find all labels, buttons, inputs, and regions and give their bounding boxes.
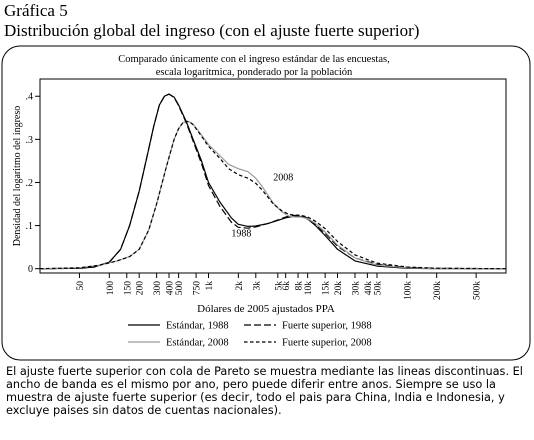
legend-label: Fuerte superior, 1988 — [282, 321, 372, 332]
x-tick-label: 8k — [295, 281, 305, 291]
y-tick-label: 0 — [28, 264, 33, 275]
figure-title: Distribución global del ingreso (con el … — [4, 21, 420, 40]
x-tick-label: 6k — [282, 281, 292, 291]
figure-caption: El ajuste fuerte superior con cola de Pa… — [6, 365, 523, 417]
x-tick-label: 5k — [274, 281, 284, 291]
x-tick-label: 750 — [193, 281, 203, 296]
legend-label: Fuerte superior, 2008 — [282, 338, 372, 349]
y-axis: 0 .1 .2 .3 .4 — [26, 92, 40, 275]
plot-frame — [39, 78, 507, 274]
x-tick-label: 500 — [175, 281, 185, 296]
income-distribution-chart: Comparado únicamente con el ingreso está… — [1, 45, 531, 361]
x-tick-label: 3k — [252, 281, 262, 291]
x-tick-label: 10k — [304, 281, 314, 296]
annotations: 2008 1988 — [231, 172, 293, 239]
x-tick-label: 50k — [373, 281, 383, 296]
chart-subtitle-line-2: escala logarítmica, ponderado por la pob… — [156, 67, 353, 78]
x-tick-label: 100k — [403, 281, 413, 300]
figure-heading: Gráfica 5 Distribución global del ingres… — [4, 1, 419, 41]
series-line-2 — [39, 93, 507, 270]
x-tick-label: 200 — [136, 281, 146, 296]
y-tick-label: .2 — [26, 178, 34, 189]
annotation-label: 2008 — [273, 172, 293, 183]
series-line-4 — [39, 120, 507, 270]
annotation-label: 1988 — [231, 228, 251, 239]
x-tick-label: 200k — [433, 281, 443, 300]
series-line-3 — [39, 120, 506, 270]
x-tick-label: 50 — [76, 281, 86, 291]
series-lines — [39, 93, 507, 270]
y-tick-label: .1 — [26, 221, 34, 232]
x-tick-label: 30k — [351, 281, 361, 296]
x-tick-label: 400 — [166, 281, 176, 296]
x-tick-label: 100 — [106, 281, 116, 296]
legend-label: Estándar, 1988 — [166, 321, 229, 332]
x-tick-label: 300 — [153, 281, 163, 296]
y-tick-label: .3 — [26, 135, 34, 146]
y-axis-label: Densidad del logaritmo del ingreso — [12, 106, 23, 247]
x-tick-label: 15k — [322, 281, 332, 296]
x-tick-label: 500k — [473, 281, 483, 300]
chart-legend: Estándar, 1988 Estándar, 2008 Fuerte super… — [128, 321, 372, 349]
x-tick-label: 2k — [235, 281, 245, 291]
figure-frame — [1, 45, 531, 361]
x-tick-label: 20k — [334, 281, 344, 296]
x-tick-label: 1k — [205, 281, 215, 291]
figure-label: Gráfica 5 — [4, 1, 68, 20]
x-axis-label: Dólares de 2005 ajustados PPA — [197, 303, 335, 315]
chart-subtitle-line-1: Comparado únicamente con el ingreso está… — [118, 54, 389, 65]
x-tick-label: 150 — [123, 281, 133, 296]
x-tick-label: 40k — [364, 281, 374, 296]
y-tick-label: .4 — [26, 92, 34, 103]
legend-label: Estándar, 2008 — [166, 338, 229, 349]
